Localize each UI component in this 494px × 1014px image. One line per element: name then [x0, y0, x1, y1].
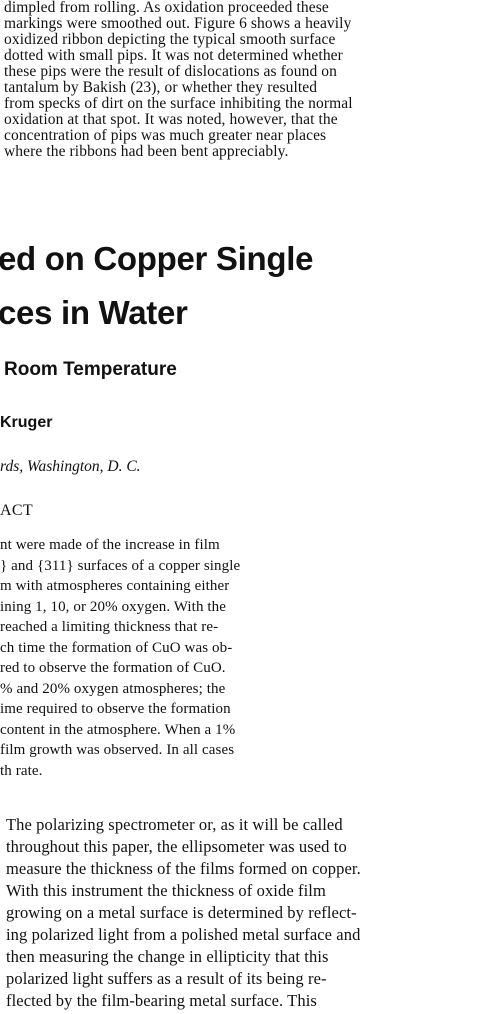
top-paragraph-line: dotted with small pips. It was not deter…: [4, 48, 343, 64]
abstract-line: red to observe the formation of CuO.: [0, 660, 226, 676]
abstract-line: } and {311} surfaces of a copper single: [0, 557, 241, 574]
top-paragraph-line: tantalum by Bakish (23), or whether they…: [4, 80, 318, 96]
article-subtitle: Room Temperature: [4, 359, 177, 380]
body-line: flected by the film-bearing metal surfac…: [6, 991, 317, 1010]
abstract-line: reached a limiting thickness that re-: [0, 619, 219, 635]
abstract-line: ime required to observe the formation: [0, 701, 231, 717]
abstract-line: nt were made of the increase in film: [0, 537, 220, 553]
abstract-line: ch time the formation of CuO was ob-: [0, 639, 233, 656]
top-paragraph-line: concentration of pips was much greater n…: [4, 128, 327, 144]
abstract-line: content in the atmosphere. When a 1%: [0, 721, 236, 738]
body-line: throughout this paper, the ellipsometer …: [6, 837, 347, 856]
author-affiliation: rds, Washington, D. C.: [0, 458, 141, 475]
article-title-line: ed on Copper Single: [0, 240, 314, 277]
abstract-line: ining 1, 10, or 20% oxygen. With the: [0, 598, 227, 615]
body-line: polarized light suffers as a result of i…: [6, 969, 327, 988]
body-line: then measuring the change in ellipticity…: [6, 947, 329, 966]
author-name: Kruger: [0, 414, 53, 431]
top-paragraph-line: these pips were the result of dislocatio…: [4, 64, 337, 80]
body-line: The polarizing spectrometer or, as it wi…: [6, 815, 343, 834]
abstract-heading: ACT: [0, 502, 33, 519]
top-paragraph-line: where the ribbons had been bent apprecia…: [4, 144, 289, 160]
abstract-line: % and 20% oxygen atmospheres; the: [0, 680, 226, 697]
top-paragraph-line: markings were smoothed out. Figure 6 sho…: [4, 16, 352, 32]
body-line: growing on a metal surface is determined…: [6, 903, 357, 922]
abstract-line: m with atmospheres containing either: [0, 578, 230, 594]
top-paragraph-line: oxidized ribbon depicting the typical sm…: [4, 32, 336, 48]
abstract-line: th rate.: [0, 762, 43, 779]
body-line: ing polarized light from a polished meta…: [6, 925, 361, 944]
top-paragraph-line: dimpled from rolling. As oxidation proce…: [4, 0, 329, 16]
body-line: measure the thickness of the films forme…: [6, 859, 361, 878]
article-title-line: ces in Water: [0, 294, 188, 331]
body-line: With this instrument the thickness of ox…: [6, 881, 326, 900]
top-paragraph-line: from specks of dirt on the surface inhib…: [4, 96, 353, 112]
abstract-line: film growth was observed. In all cases: [0, 742, 235, 758]
top-paragraph-line: oxidation at that spot. It was noted, ho…: [4, 112, 338, 128]
